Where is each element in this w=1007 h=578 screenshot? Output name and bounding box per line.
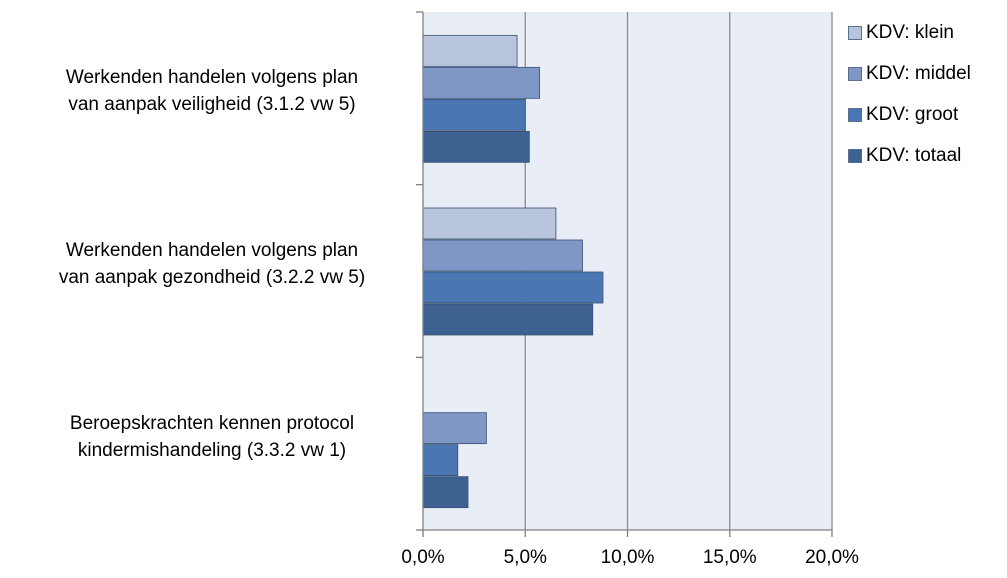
x-tick-labels: 0,0% 5,0% 10,0% 15,0% 20,0% <box>401 547 859 568</box>
legend-label: KDV: groot <box>866 104 959 125</box>
legend-swatch <box>848 149 862 163</box>
bar-2-cat-2 <box>422 239 583 272</box>
legend-swatch <box>848 108 862 122</box>
bar-3-cat-2 <box>422 271 604 304</box>
x-tick-label: 20,0% <box>805 547 859 568</box>
bar-4-cat-3 <box>422 476 469 509</box>
x-tick-label: 0,0% <box>401 547 444 568</box>
category-label: Werkenden handelen volgens plan van aanp… <box>65 67 359 116</box>
category-label: Beroepskrachten kennen protocol kindermi… <box>69 412 355 461</box>
legend-item: KDV: totaal <box>848 145 971 167</box>
legend-label: KDV: klein <box>866 22 954 43</box>
bar-1-cat-1 <box>422 34 518 67</box>
bar-2-cat-3 <box>422 412 487 445</box>
legend-item: KDV: groot <box>848 104 971 126</box>
bar-4-cat-1 <box>422 130 530 163</box>
x-tick-label: 15,0% <box>703 547 757 568</box>
bars <box>422 34 604 509</box>
legend-label: KDV: middel <box>866 63 971 84</box>
bar-4-cat-2 <box>422 303 594 336</box>
legend-swatch <box>848 67 862 81</box>
legend-item: KDV: middel <box>848 63 971 85</box>
legend-swatch <box>848 26 862 40</box>
legend-item: KDV: klein <box>848 22 971 44</box>
x-tick-label: 10,0% <box>601 547 655 568</box>
axes <box>416 11 833 537</box>
bar-3-cat-1 <box>422 98 526 131</box>
legend: KDV: klein KDV: middel KDV: groot KDV: tota… <box>848 22 971 186</box>
x-tick-label: 5,0% <box>504 547 547 568</box>
bar-2-cat-1 <box>422 66 540 99</box>
bar-1-cat-2 <box>422 207 557 240</box>
category-label: Werkenden handelen volgens plan van aanp… <box>58 240 366 288</box>
legend-label: KDV: totaal <box>866 145 962 166</box>
bar-3-cat-3 <box>422 444 459 477</box>
